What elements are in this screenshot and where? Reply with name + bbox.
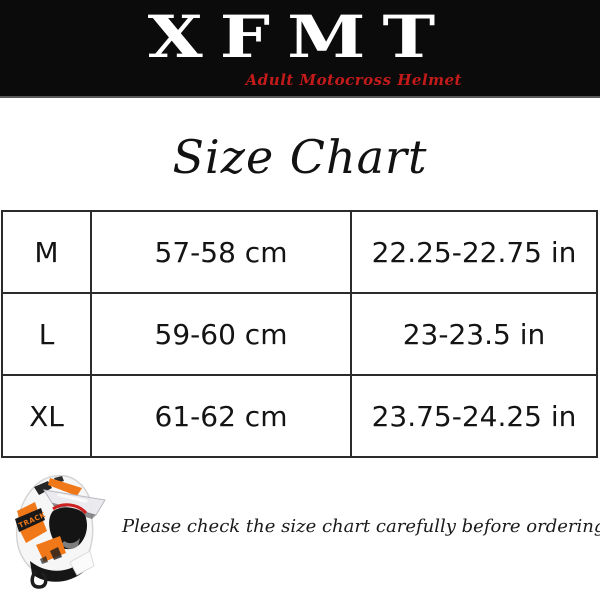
table-row: M 57-58 cm 22.25-22.75 in (1, 210, 598, 294)
size-label: XL (1, 374, 92, 458)
size-label: M (1, 210, 92, 294)
size-cm-value: 61-62 cm (90, 374, 352, 458)
size-in-value: 22.25-22.75 in (350, 210, 598, 294)
page-title: Size Chart (172, 130, 428, 184)
size-table: M 57-58 cm 22.25-22.75 in L 59-60 cm 23-… (1, 210, 598, 458)
size-in-value: 23.75-24.25 in (350, 374, 598, 458)
table-row: XL 61-62 cm 23.75-24.25 in (1, 374, 598, 458)
size-cm-value: 59-60 cm (90, 292, 352, 376)
size-cm-value: 57-58 cm (90, 210, 352, 294)
motocross-helmet-icon: TRACK (15, 475, 106, 589)
size-in-value: 23-23.5 in (350, 292, 598, 376)
table-row: L 59-60 cm 23-23.5 in (1, 292, 598, 376)
brand-tagline: Adult Motocross Helmet (245, 71, 462, 89)
size-label: L (1, 292, 92, 376)
brand-logo: XFMT (147, 3, 453, 71)
motocross-helmet-image: TRACK (6, 467, 110, 595)
footer-note: Please check the size chart carefully be… (122, 516, 600, 537)
brand-banner: XFMT Adult Motocross Helmet (0, 0, 600, 98)
